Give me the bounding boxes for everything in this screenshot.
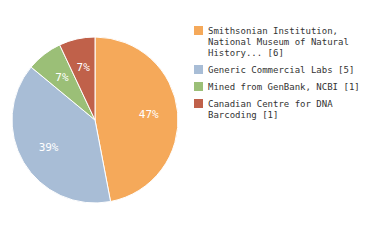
data-label: 47% (139, 108, 159, 121)
data-label: 7% (55, 71, 69, 84)
legend-label: Generic Commercial Labs [5] (208, 65, 354, 75)
pie-slice (95, 37, 178, 202)
data-label: 39% (39, 141, 59, 154)
data-label: 7% (77, 61, 91, 74)
legend-label: Mined from GenBank, NCBI [1] (208, 82, 360, 92)
pie (12, 37, 178, 203)
data-labels: 47% 39% 7% 7% (39, 61, 159, 154)
legend: Smithsonian Institution,National Museum … (194, 26, 360, 120)
legend-swatch (194, 26, 203, 35)
chart-container: 47% 39% 7% 7% Smithsonian Institution,Nation… (0, 0, 380, 240)
legend-swatch (194, 82, 203, 91)
legend-swatch (194, 65, 203, 74)
legend-swatch (194, 99, 203, 108)
legend-label: Smithsonian Institution,National Museum … (208, 26, 349, 58)
legend-label: Canadian Centre for DNABarcoding [1] (208, 99, 333, 120)
chart: 47% 39% 7% 7% Smithsonian Institution,Nation… (0, 0, 380, 240)
